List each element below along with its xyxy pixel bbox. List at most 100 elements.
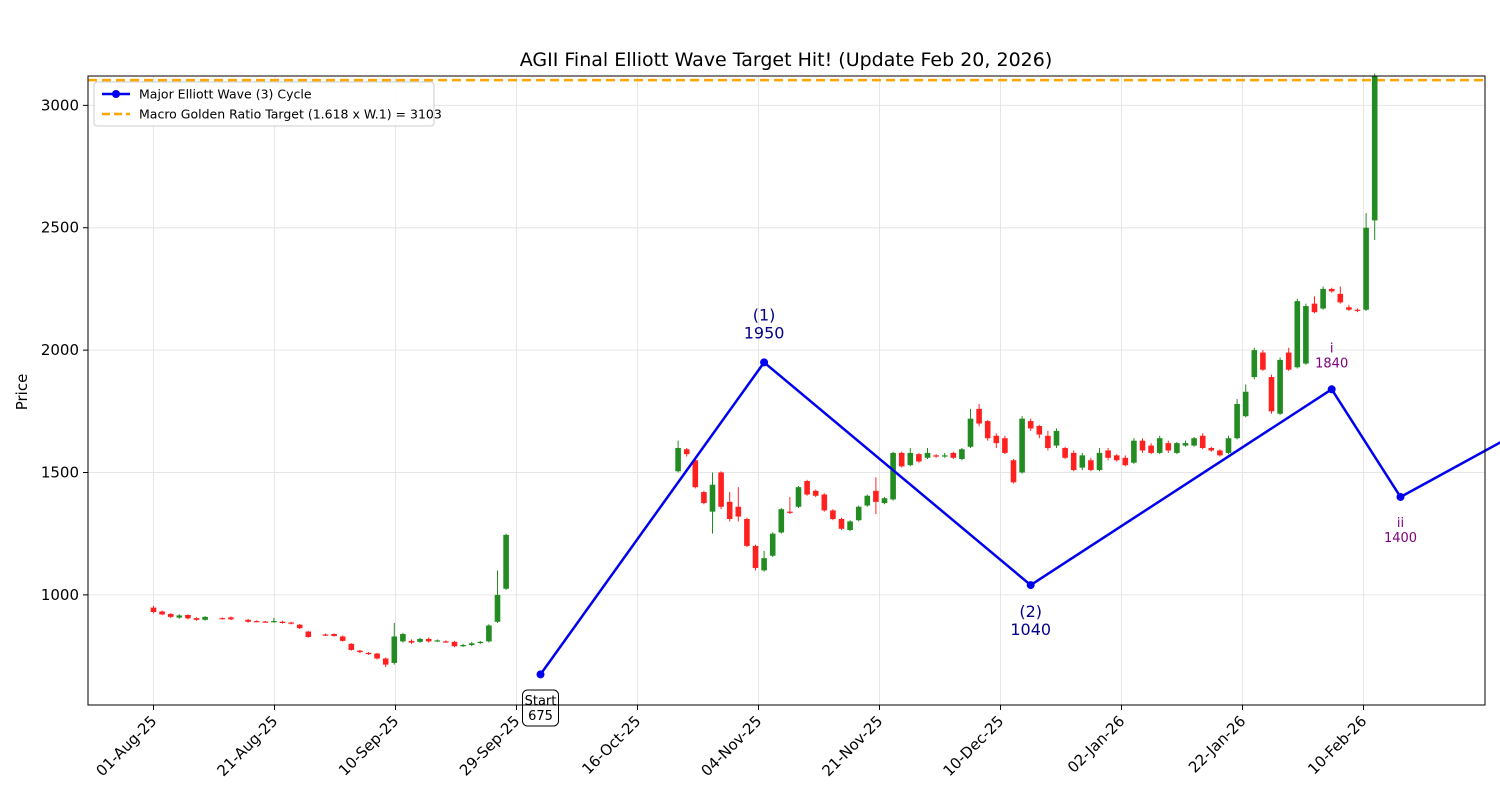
candle-body [1199,435,1206,449]
wave-line-layer [536,358,1500,679]
candle [245,618,251,623]
candle-body [1217,450,1223,456]
candle [752,544,759,571]
wave-label-value: 1950 [744,323,785,342]
candle-body [1088,460,1094,471]
candle [1139,438,1146,453]
candle [838,517,845,531]
candle-body [253,621,260,623]
candle [296,623,303,630]
candle-body [365,652,372,655]
candle [1010,459,1017,484]
x-tick-label: 04-Nov-25 [698,712,766,780]
candle [821,493,828,512]
candle [864,494,871,507]
candle-body [279,621,286,623]
candle [984,419,991,441]
candle [1053,428,1060,449]
candle [391,623,398,665]
wave-label-value: 1400 [1384,531,1417,546]
candle-body [959,449,965,460]
x-tick-label: 01-Aug-25 [92,712,160,780]
candle [288,621,294,625]
candle [167,613,174,618]
candle-body [752,545,759,568]
candle [675,440,681,473]
candle-body [898,452,905,467]
candle-body [1294,301,1301,368]
candle [185,614,191,620]
candle-body [391,636,398,663]
candle [1225,435,1232,455]
candle [382,657,389,668]
candle [1328,287,1335,293]
x-tick-label: 21-Nov-25 [819,712,887,780]
candle [477,640,484,644]
candle [374,652,380,660]
candle-body [1242,391,1249,417]
candle-body [744,518,750,546]
x-tick-label: 29-Sep-25 [456,712,523,779]
candle-body [692,460,699,488]
candle-body [735,506,742,517]
candle-body [1371,76,1378,221]
candle [365,652,372,655]
axis-layer: 1000 1500 2000 2500 3000 01-Aug-25 21-Aug-25 10… [41,96,1371,780]
candle [701,490,707,505]
chart-title: AGII Final Elliott Wave Target Hit! (Upd… [520,49,1053,71]
candle [193,617,200,621]
candle [1182,440,1189,447]
candle [959,448,965,461]
candle-body [262,621,269,623]
candle-body [1122,457,1129,466]
wave-point-marker [1026,581,1035,590]
candle-body [1191,438,1197,446]
candle [1354,308,1361,313]
wave-label-name: i [1330,341,1334,356]
candle-body [322,634,329,636]
candle [812,489,819,497]
candle [924,448,931,460]
candle-body [864,495,871,506]
candle-body [933,455,939,457]
candle-body [838,518,845,529]
candle [1268,374,1275,414]
candle-body [185,614,191,619]
candle-body [1354,309,1361,311]
candle-body [855,506,862,521]
y-tick-label: 2000 [41,341,79,359]
legend-item: Macro Golden Ratio Target (1.618 x W.1) … [102,107,442,122]
candle-body [683,449,690,455]
candle [1260,350,1266,371]
candle-body [967,418,974,447]
candle-body [451,641,458,647]
candle-body [202,616,208,620]
candle [709,472,716,534]
candle [804,479,810,496]
candle [443,640,449,643]
candle-body [408,640,415,643]
candle-body [976,408,982,424]
candle [1002,435,1008,455]
candle-body [916,454,922,462]
candle [1320,286,1326,310]
candle-body [1208,448,1215,451]
candle-body [1320,288,1326,309]
start-annotation-label: Start [525,694,557,709]
candle [400,632,406,643]
candle-body [434,640,441,642]
candle [1199,433,1206,450]
candle-body [296,624,303,629]
wave-label-layer: (1)1950(2)1040i1840ii1400iii2400iv1950(3… [522,305,1417,727]
candle-body [709,484,716,512]
candle [1251,347,1258,380]
candle-body [761,558,767,571]
candle-body [176,615,183,618]
candle-body [1053,430,1060,446]
candle-body [778,509,785,533]
candle [357,649,363,654]
candle [1105,448,1111,461]
candle [408,639,415,644]
candle-body [331,634,337,636]
legend-label: Macro Golden Ratio Target (1.618 x W.1) … [139,107,442,122]
